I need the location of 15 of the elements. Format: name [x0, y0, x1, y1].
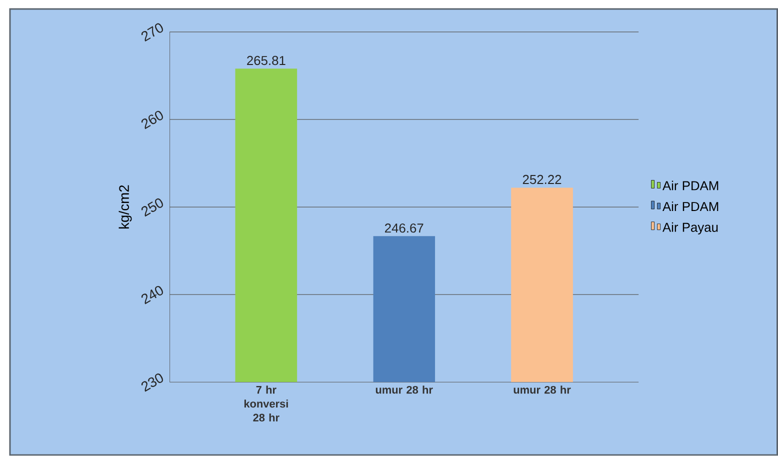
legend-label: Air PDAM — [662, 202, 718, 212]
data-label: 265.81 — [247, 56, 286, 66]
x-tick-label: umur 28 hr — [514, 386, 571, 394]
y-axis-title: kg/cm2 — [118, 185, 132, 229]
y-tick-label: 230 — [141, 374, 164, 392]
y-tick-label: 270 — [141, 23, 164, 42]
y-tick-label: 240 — [141, 286, 164, 304]
y-tick-label: 260 — [141, 110, 164, 130]
data-label: 252.22 — [522, 175, 562, 184]
legend-label: Air Payau — [662, 222, 718, 235]
y-tick-label: 250 — [141, 198, 164, 217]
x-tick-label: 7 hr konversi 28 hr — [244, 386, 288, 422]
x-tick-label: umur 28 hr — [376, 386, 433, 394]
legend-label: Air PDAM — [662, 180, 718, 190]
data-label: 246.67 — [384, 224, 424, 233]
